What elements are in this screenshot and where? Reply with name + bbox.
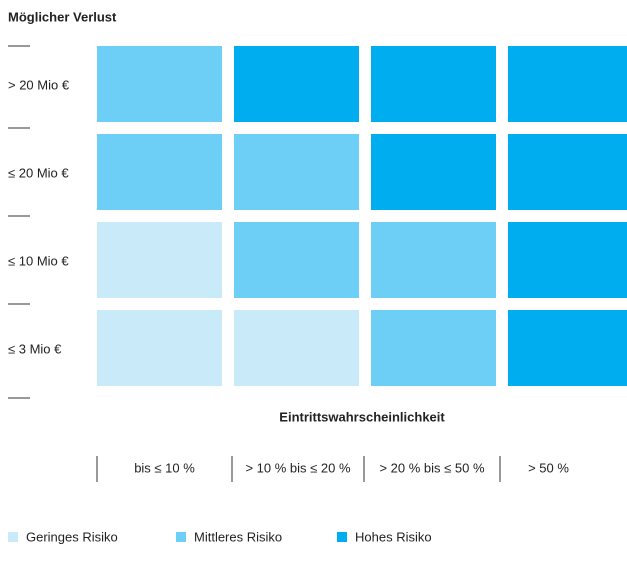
column-label: > 10 % bis ≤ 20 %	[245, 460, 350, 475]
title: Möglicher Verlust	[8, 9, 117, 24]
matrix-cell	[371, 134, 496, 210]
matrix-cell	[97, 310, 222, 386]
column-label: > 50 %	[528, 460, 569, 475]
row-label: > 20 Mio €	[8, 77, 70, 92]
matrix-cell	[234, 134, 359, 210]
matrix-cell	[234, 222, 359, 298]
matrix-cell	[371, 46, 496, 122]
row-label: ≤ 20 Mio €	[8, 165, 69, 180]
matrix-cell	[508, 46, 627, 122]
column-label: > 20 % bis ≤ 50 %	[379, 460, 484, 475]
matrix-cell	[234, 46, 359, 122]
legend-label: Mittleres Risiko	[194, 529, 282, 544]
matrix-cell	[371, 310, 496, 386]
matrix-cell	[371, 222, 496, 298]
row-label: ≤ 10 Mio €	[8, 253, 69, 268]
matrix-cell	[234, 310, 359, 386]
legend-swatch	[176, 532, 186, 542]
column-label: bis ≤ 10 %	[134, 460, 195, 475]
legend-swatch	[337, 532, 347, 542]
matrix-cell	[97, 46, 222, 122]
matrix-cell	[97, 134, 222, 210]
matrix-cell	[508, 310, 627, 386]
row-label: ≤ 3 Mio €	[8, 341, 62, 356]
matrix-cell	[97, 222, 222, 298]
legend-label: Geringes Risiko	[26, 529, 118, 544]
matrix-cell	[508, 222, 627, 298]
legend-label: Hohes Risiko	[355, 529, 432, 544]
matrix-cell	[508, 134, 627, 210]
legend-swatch	[8, 532, 18, 542]
x-axis-label: Eintrittswahrscheinlichkeit	[279, 409, 445, 424]
